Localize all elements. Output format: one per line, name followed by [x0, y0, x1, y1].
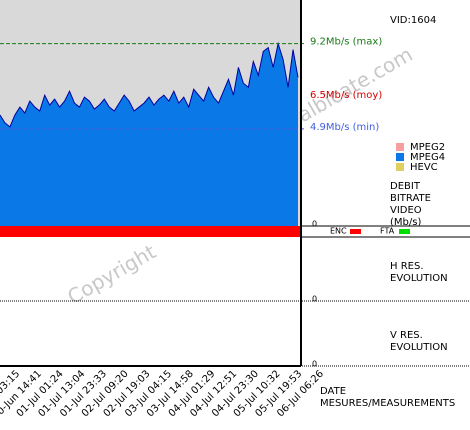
x-axis-label: DATE — [320, 386, 346, 397]
legend-label: MPEG4 — [410, 152, 445, 163]
panel-title: V RES. — [390, 330, 423, 341]
legend-label: MPEG2 — [410, 142, 445, 153]
legend-label: HEVC — [410, 162, 438, 173]
y-tick-label: 0 — [312, 220, 317, 229]
chart-title: VID:1604 — [390, 15, 436, 26]
status-indicator — [399, 229, 410, 234]
watermark: albicate.com — [293, 42, 416, 127]
area-line — [0, 41, 299, 128]
axis-label: DEBIT — [390, 181, 421, 192]
axis-label: VIDEO — [390, 205, 422, 216]
reference-label: 9.2Mb/s (max) — [310, 37, 382, 48]
legend-swatch — [396, 163, 404, 171]
y-tick-label: 0 — [312, 295, 317, 304]
status-label: FTA — [380, 227, 395, 236]
legend-swatch — [396, 153, 404, 161]
status-label: ENC — [330, 227, 347, 236]
reference-label: 4.9Mb/s (min) — [310, 122, 379, 133]
area — [0, 43, 298, 226]
x-axis-label: MESURES/MEASUREMENTS — [320, 398, 455, 409]
status-indicator — [350, 229, 361, 234]
reference-label: 6.5Mb/s (moy) — [310, 90, 382, 101]
axis-label: (Mb/s) — [390, 217, 421, 228]
axis-label: BITRATE — [390, 193, 431, 204]
watermark: Copyright — [63, 239, 160, 309]
status-band — [0, 226, 301, 237]
legend-swatch — [396, 143, 404, 151]
panel-title: EVOLUTION — [390, 342, 448, 353]
panel-title: H RES. — [390, 261, 424, 272]
y-tick-label: 0 — [312, 360, 317, 369]
panel-title: EVOLUTION — [390, 273, 448, 284]
